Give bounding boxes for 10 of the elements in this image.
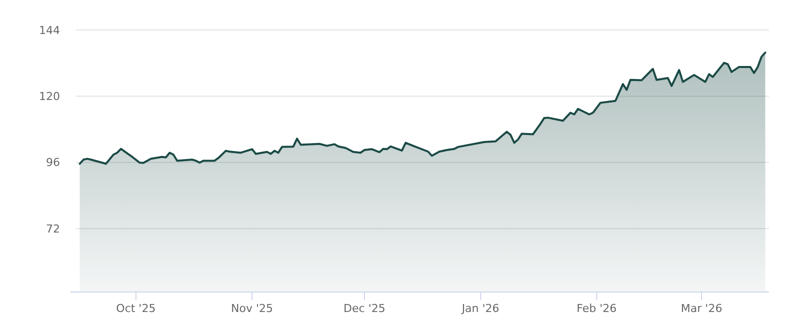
- y-tick-label: 96: [46, 156, 60, 170]
- y-tick-label: 120: [39, 90, 60, 104]
- x-tick-label: Nov '25: [231, 302, 274, 315]
- x-tick-label: Oct '25: [116, 302, 156, 315]
- x-tick-label: Mar '26: [680, 302, 722, 315]
- x-tick-label: Feb '26: [576, 302, 617, 315]
- y-tick-label: 72: [46, 222, 60, 236]
- x-tick-label: Dec '25: [344, 302, 386, 315]
- y-tick-label: 144: [39, 24, 60, 37]
- x-tick-label: Jan '26: [460, 302, 500, 315]
